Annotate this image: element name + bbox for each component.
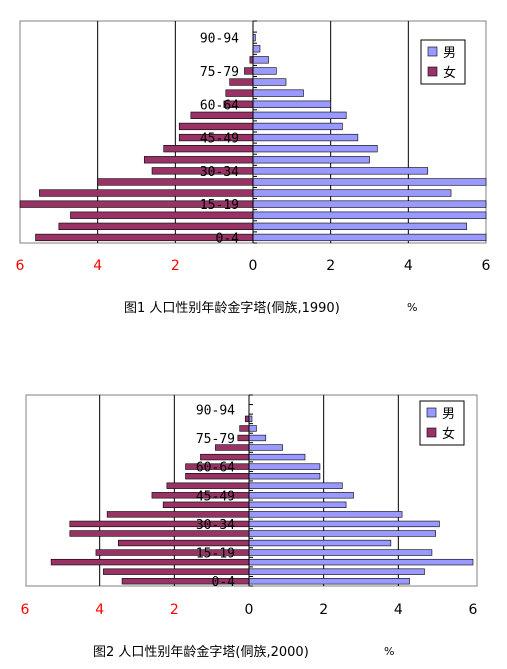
bar-male xyxy=(248,444,283,451)
x-tick-label: 6 xyxy=(21,602,30,618)
bar-female xyxy=(225,89,254,97)
bar-male xyxy=(252,45,261,53)
bar-female xyxy=(118,539,250,547)
x-tick-label: 6 xyxy=(469,602,478,618)
bar-female xyxy=(237,434,250,442)
bar-male xyxy=(252,56,269,64)
bar-male xyxy=(248,558,474,566)
bar-male xyxy=(252,167,429,175)
bar-female xyxy=(200,453,250,461)
bar-male xyxy=(248,473,321,480)
bar-male xyxy=(248,530,436,537)
category-label: 15-19 xyxy=(200,198,239,213)
bar-male xyxy=(252,156,370,164)
chart-1: 0-4 15-19 30-34 45-49 60-64 75-79 90-94 6 4 2 0 2 4 6… xyxy=(16,20,491,274)
x-tick-label: 4 xyxy=(394,602,403,618)
x-tick-label: 2 xyxy=(170,602,179,618)
bar-female xyxy=(106,511,250,518)
chart-2: 0-4 15-19 30-34 45-49 60-64 75-79 90-94 6 4 2 0 2 4 6… xyxy=(21,394,478,618)
category-label: 60-64 xyxy=(200,98,239,113)
bar-male xyxy=(248,501,347,508)
legend-swatch xyxy=(426,427,437,438)
x-tick-label: 2 xyxy=(326,258,335,274)
bar-male xyxy=(248,520,440,528)
legend: 男女 xyxy=(419,400,465,446)
bar-male xyxy=(252,233,487,242)
bar-male xyxy=(248,511,403,518)
bar-female xyxy=(58,222,254,230)
x-tick-label: 4 xyxy=(95,602,104,618)
bar-female xyxy=(143,156,254,164)
chart1-caption: 图1 人口性别年龄金字塔(侗族,1990) xyxy=(124,301,340,316)
bar-female xyxy=(166,482,250,489)
x-tick-label: 6 xyxy=(482,258,491,274)
bar-male xyxy=(252,67,277,75)
x-tick-label: 2 xyxy=(319,602,328,618)
category-label: 75-79 xyxy=(196,432,235,447)
bar-male xyxy=(252,78,287,86)
category-label: 0-4 xyxy=(216,231,240,246)
x-tick-label: 4 xyxy=(404,258,413,274)
category-label: 60-64 xyxy=(196,461,235,476)
bar-female xyxy=(103,568,250,575)
x-tick-label: 4 xyxy=(93,258,102,274)
x-tick-label: 6 xyxy=(16,258,25,274)
bar-male xyxy=(248,463,321,470)
legend-swatch xyxy=(427,66,438,77)
bar-male xyxy=(248,453,306,461)
category-label: 30-34 xyxy=(200,165,239,180)
bar-male xyxy=(252,122,343,131)
bar-male xyxy=(252,178,487,186)
bar-male xyxy=(252,145,378,153)
category-label: 30-34 xyxy=(196,518,235,533)
bar-female xyxy=(239,425,250,432)
bar-male xyxy=(248,549,433,556)
bar-female xyxy=(178,122,254,131)
bar-female xyxy=(39,189,254,197)
bar-male xyxy=(252,133,359,142)
legend-swatch xyxy=(426,407,437,418)
bar-male xyxy=(248,578,410,585)
bar-male xyxy=(252,189,452,197)
bar-male xyxy=(252,89,304,97)
legend: 男女 xyxy=(420,39,466,85)
chart2-caption: 图2 人口性别年龄金字塔(侗族,2000) xyxy=(93,645,309,660)
chart1-unit: % xyxy=(407,301,418,314)
bar-male xyxy=(248,539,392,547)
category-label: 90-94 xyxy=(196,403,235,418)
legend-swatch xyxy=(427,46,438,57)
category-label: 0-4 xyxy=(212,575,236,590)
x-tick-label: 0 xyxy=(249,258,258,274)
bar-male xyxy=(248,568,425,575)
bar-male xyxy=(252,200,487,208)
bar-male xyxy=(248,482,343,489)
bar-male xyxy=(248,492,354,499)
bar-male xyxy=(252,111,347,119)
legend-label: 男 xyxy=(442,407,455,422)
chart2-unit: % xyxy=(384,645,395,658)
legend-label: 男 xyxy=(443,46,456,61)
legend-label: 女 xyxy=(442,426,455,442)
category-label: 45-49 xyxy=(200,132,239,147)
bar-male xyxy=(252,100,331,108)
bar-male xyxy=(252,222,467,230)
bar-male xyxy=(248,425,257,432)
legend-label: 女 xyxy=(443,65,456,81)
bar-female xyxy=(244,67,254,75)
bar-male xyxy=(252,211,487,219)
x-tick-label: 2 xyxy=(171,258,180,274)
category-label: 90-94 xyxy=(200,32,239,47)
bar-female xyxy=(244,415,250,423)
category-label: 45-49 xyxy=(196,489,235,504)
bar-male xyxy=(248,434,267,442)
category-label: 15-19 xyxy=(196,547,235,562)
x-tick-label: 0 xyxy=(245,602,254,618)
category-label: 75-79 xyxy=(200,65,239,80)
